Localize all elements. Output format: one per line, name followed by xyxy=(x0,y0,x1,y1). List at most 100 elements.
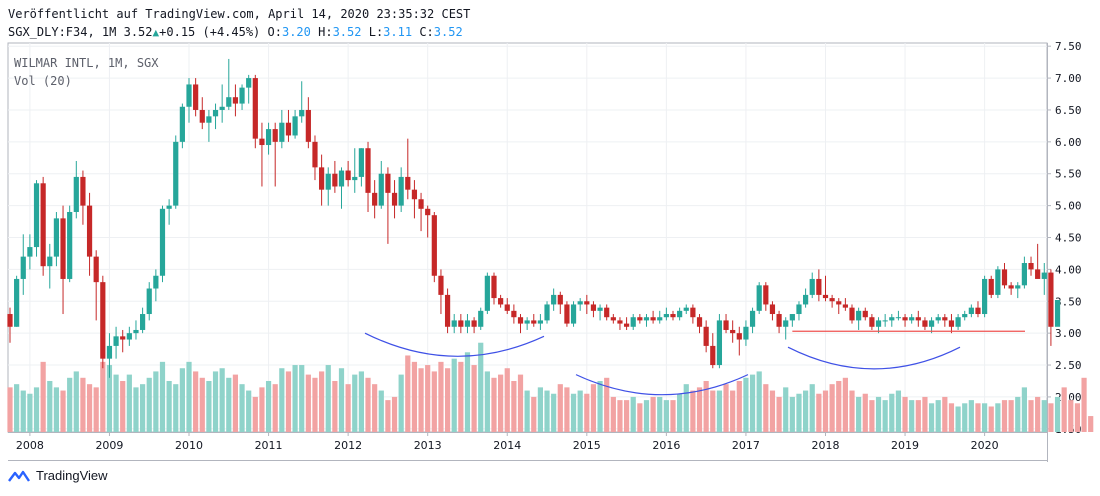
candle-body xyxy=(438,275,444,295)
x-tick-label: 2018 xyxy=(811,439,839,452)
volume-legend: Vol (20) xyxy=(14,74,72,88)
candle-body xyxy=(809,278,815,295)
volume-bar xyxy=(736,380,742,432)
volume-bar xyxy=(239,384,245,432)
candle-body xyxy=(319,167,325,190)
y-tick-label: 2.50 xyxy=(1055,359,1082,372)
volume-bar xyxy=(27,393,33,432)
low-value: 3.11 xyxy=(383,25,413,39)
volume-bar xyxy=(1048,403,1054,432)
candle-body xyxy=(458,320,464,327)
candle-body xyxy=(517,317,524,324)
candle-body xyxy=(299,109,305,117)
volume-bar xyxy=(431,371,437,432)
candle-body xyxy=(902,317,908,321)
volume-bar xyxy=(1068,400,1074,432)
candle-body xyxy=(1048,272,1054,327)
volume-bar xyxy=(365,377,371,432)
volume-bar xyxy=(425,365,431,432)
candle-body xyxy=(749,310,756,327)
volume-bar xyxy=(146,377,152,432)
candle-body xyxy=(193,84,199,110)
volume-bar xyxy=(756,371,762,432)
candle-body xyxy=(1021,263,1027,286)
volume-bar xyxy=(604,377,610,432)
volume-bar xyxy=(159,361,166,432)
x-tick-label: 2014 xyxy=(493,439,521,452)
candle-body xyxy=(325,173,331,190)
volume-bar xyxy=(1054,396,1061,432)
volume-bar xyxy=(444,368,451,432)
volume-bar xyxy=(391,396,398,432)
candle-body xyxy=(498,298,504,305)
candle-body xyxy=(186,84,192,107)
candle-body xyxy=(504,304,510,311)
volume-bar xyxy=(623,400,630,432)
volume-bar xyxy=(650,396,656,432)
volume-bar xyxy=(716,390,723,432)
volume-bar xyxy=(517,374,524,432)
volume-bar xyxy=(246,390,252,432)
candle-body xyxy=(909,317,915,321)
volume-bar xyxy=(895,390,902,432)
volume-bar xyxy=(557,384,563,432)
volume-bar xyxy=(584,393,590,432)
volume-bar xyxy=(723,384,729,432)
volume-bar xyxy=(451,358,457,432)
candle-body xyxy=(875,320,882,327)
volume-bar xyxy=(438,361,444,432)
candle-body xyxy=(796,304,802,315)
volume-bar xyxy=(663,400,669,432)
candle-body xyxy=(743,326,749,340)
volume-bar xyxy=(590,384,597,432)
volume-bar xyxy=(1008,400,1014,432)
volume-bar xyxy=(928,403,935,432)
candle-body xyxy=(703,326,709,346)
candle-body xyxy=(590,304,597,311)
volume-bar xyxy=(60,390,66,432)
candle-body xyxy=(219,106,225,110)
candle-body xyxy=(756,285,762,311)
volume-bar xyxy=(1061,387,1067,432)
volume-bar xyxy=(982,403,988,432)
volume-bar xyxy=(86,384,93,432)
volume-bar xyxy=(849,390,855,432)
candle-body xyxy=(398,176,404,206)
volume-bar xyxy=(133,387,139,432)
volume-bar xyxy=(677,393,683,432)
candle-body xyxy=(829,298,835,302)
volume-bar xyxy=(962,403,968,432)
volume-bar xyxy=(703,380,709,432)
candle-body xyxy=(531,320,537,324)
volume-bar xyxy=(1041,400,1047,432)
candle-body xyxy=(928,320,935,327)
volume-bar xyxy=(683,384,689,432)
candle-body xyxy=(849,307,855,321)
candle-body xyxy=(789,314,795,321)
volume-bar xyxy=(358,371,364,432)
low-label: L: xyxy=(368,25,384,39)
volume-bar xyxy=(458,361,464,432)
volume-bar xyxy=(988,406,994,432)
volume-bar xyxy=(816,393,822,432)
volume-bar xyxy=(1015,396,1021,432)
candle-body xyxy=(352,176,358,181)
candle-body xyxy=(292,116,298,136)
candle-body xyxy=(378,173,384,206)
candle-body xyxy=(332,173,338,187)
volume-bar xyxy=(749,374,756,432)
candle-body xyxy=(418,199,424,209)
tradingview-brand[interactable]: TradingView xyxy=(8,468,108,483)
candle-body xyxy=(312,141,318,168)
x-tick-label: 2010 xyxy=(175,439,203,452)
candle-body xyxy=(623,323,630,327)
volume-bar xyxy=(975,403,981,432)
candle-body xyxy=(935,317,941,321)
volume-bar xyxy=(803,390,809,432)
candle-body xyxy=(544,304,550,321)
candle-body xyxy=(365,148,371,193)
x-tick-label: 2012 xyxy=(334,439,362,452)
candle-body xyxy=(557,294,563,305)
candle-body xyxy=(272,129,278,142)
